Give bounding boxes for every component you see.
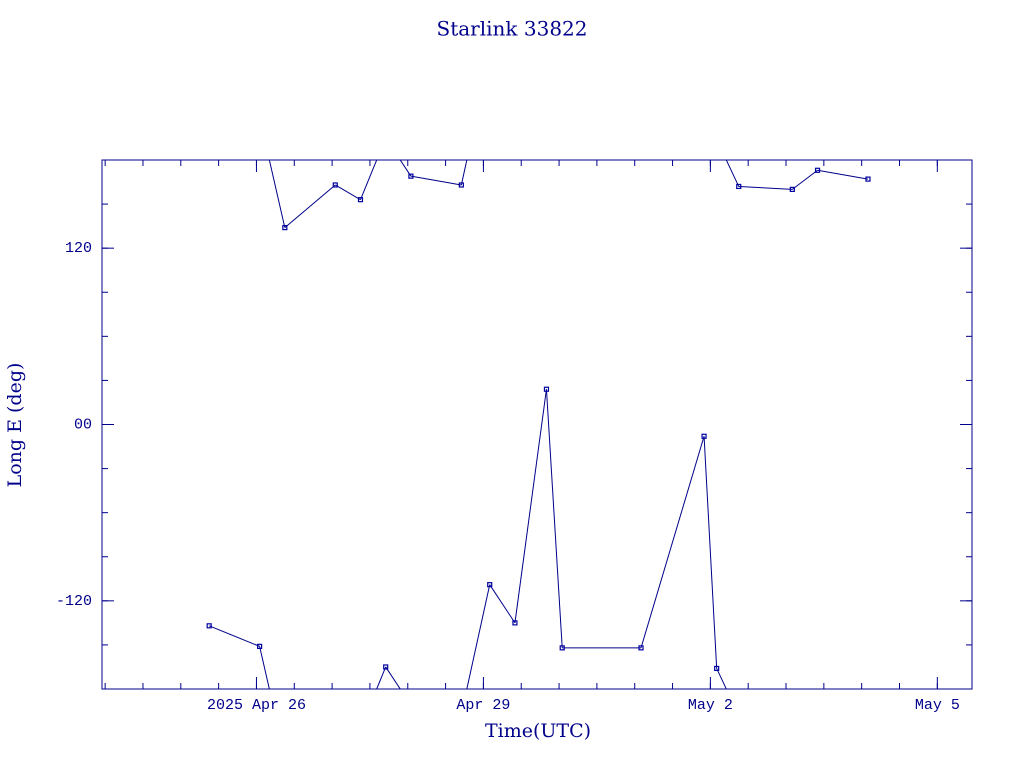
point-marker — [282, 224, 288, 231]
point-marker — [638, 645, 644, 651]
plot-area — [208, 160, 869, 689]
point-marker — [408, 173, 414, 179]
line-segment — [376, 666, 387, 689]
point-marker — [512, 620, 518, 626]
line-segment — [259, 646, 270, 689]
x-tick-label: May 2 — [688, 697, 733, 714]
line-segment — [545, 389, 563, 648]
y-axis-label: Long E (deg) — [4, 363, 26, 488]
line-segment — [360, 160, 378, 200]
line-segment — [640, 436, 705, 648]
point-marker — [714, 665, 720, 672]
chart-title: Starlink 33822 — [437, 17, 588, 41]
line-segment — [268, 160, 286, 228]
line-segment — [817, 169, 869, 180]
point-marker — [383, 664, 389, 670]
line-segment — [208, 625, 260, 647]
line-segment — [410, 175, 462, 186]
point-marker — [559, 645, 565, 651]
line-segment — [738, 185, 793, 190]
point-marker — [789, 186, 795, 192]
line-segment — [385, 666, 401, 689]
point-marker — [257, 643, 263, 649]
point-marker — [543, 386, 550, 392]
point-marker — [814, 167, 821, 173]
line-segment — [399, 160, 412, 177]
point-marker — [206, 623, 212, 629]
x-tick-label: Apr 29 — [456, 697, 510, 714]
point-marker — [357, 197, 364, 203]
y-tick-label: 00 — [74, 416, 92, 433]
y-tick-label: -120 — [56, 593, 92, 610]
x-tick-label: May 5 — [915, 697, 960, 714]
line-segment — [335, 184, 361, 201]
point-marker — [487, 582, 493, 588]
line-segment — [514, 389, 547, 623]
plot-frame — [101, 159, 973, 690]
point-marker — [736, 183, 742, 190]
line-segment — [725, 160, 740, 187]
line-segment — [466, 584, 491, 689]
x-axis-label: Time(UTC) — [485, 720, 591, 742]
y-tick-label: 120 — [65, 240, 92, 257]
point-marker — [865, 176, 871, 182]
line-segment — [489, 584, 516, 624]
line-segment — [716, 668, 727, 689]
point-marker — [458, 182, 464, 188]
line-segment — [792, 169, 818, 190]
point-marker — [332, 182, 338, 188]
line-segment — [703, 436, 718, 669]
point-marker — [701, 433, 707, 439]
line-segment — [460, 160, 468, 186]
line-segment — [284, 184, 336, 228]
x-tick-label: 2025 Apr 26 — [207, 697, 306, 714]
